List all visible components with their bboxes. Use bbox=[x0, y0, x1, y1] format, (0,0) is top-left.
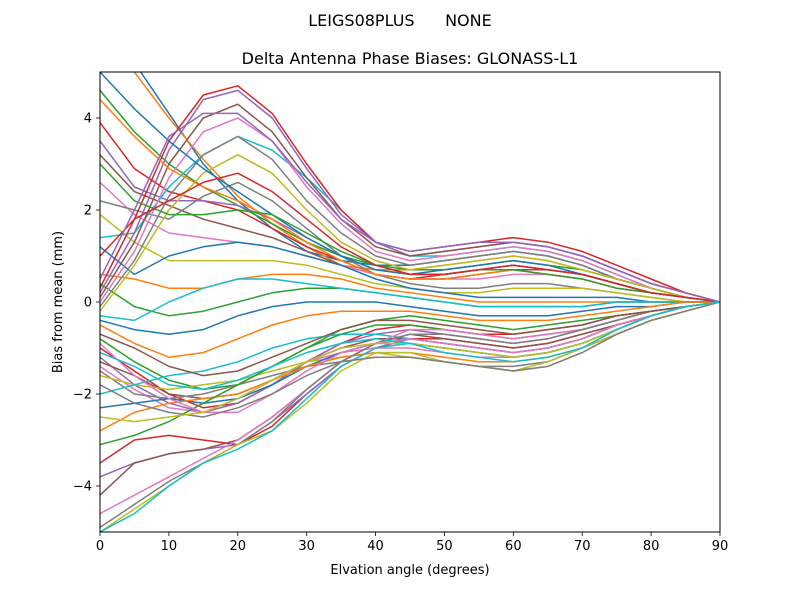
x-tick-label: 80 bbox=[643, 539, 660, 554]
y-tick-label: 2 bbox=[84, 204, 92, 219]
x-tick-label: 60 bbox=[505, 539, 522, 554]
series-line-48 bbox=[100, 301, 720, 418]
series-line-20 bbox=[100, 278, 720, 322]
x-tick-label: 40 bbox=[367, 539, 384, 554]
series-line-11 bbox=[100, 241, 720, 303]
series-layer bbox=[100, 72, 720, 532]
y-axis-label: Bias from mean (mm) bbox=[51, 231, 66, 373]
x-tick-label: 0 bbox=[96, 539, 104, 554]
series-line-21 bbox=[100, 301, 720, 335]
series-line-46 bbox=[100, 301, 720, 377]
x-tick-label: 30 bbox=[298, 539, 315, 554]
x-tick-label: 50 bbox=[436, 539, 453, 554]
x-axis: 0 10 20 30 40 50 60 70 80 90 bbox=[96, 532, 728, 554]
chart-title: Delta Antenna Phase Biases: GLONASS-L1 bbox=[242, 49, 579, 68]
x-tick-label: 10 bbox=[161, 539, 178, 554]
y-axis: −4 −2 0 2 4 bbox=[73, 112, 100, 495]
y-tick-label: −4 bbox=[73, 480, 92, 495]
series-line-45 bbox=[100, 112, 720, 303]
x-tick-label: 70 bbox=[574, 539, 591, 554]
y-tick-label: 4 bbox=[84, 112, 92, 127]
series-line-50 bbox=[100, 301, 720, 391]
x-tick-label: 20 bbox=[230, 539, 247, 554]
figure-suptitle: LEIGS08PLUS NONE bbox=[308, 11, 491, 30]
x-tick-label: 90 bbox=[712, 539, 729, 554]
x-axis-label: Elvation angle (degrees) bbox=[330, 563, 489, 578]
series-line-17 bbox=[100, 117, 720, 303]
y-tick-label: −2 bbox=[73, 388, 92, 403]
series-line-22 bbox=[100, 301, 720, 358]
series-line-44 bbox=[100, 172, 720, 303]
series-line-19 bbox=[100, 154, 720, 312]
y-tick-label: 0 bbox=[84, 296, 92, 311]
